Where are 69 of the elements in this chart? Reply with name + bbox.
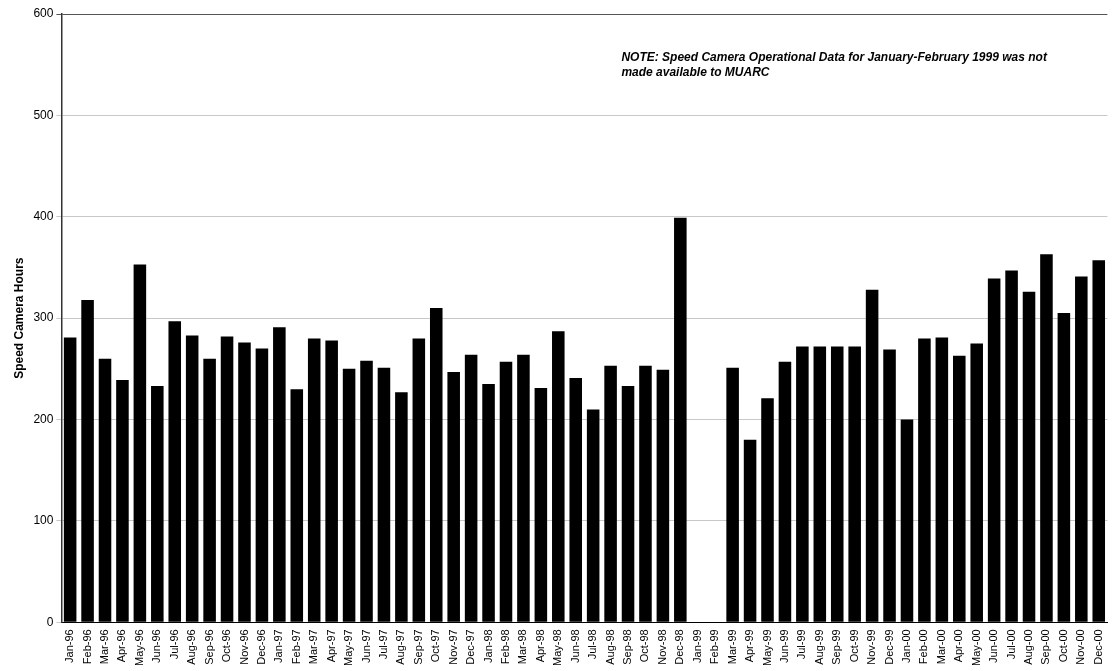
- x-tick-label: Mar-98: [516, 629, 529, 665]
- x-tick-label: Jun-96: [150, 629, 163, 663]
- x-tick-label: Apr-00: [952, 629, 965, 663]
- x-tick-label: Nov-98: [655, 629, 668, 665]
- x-tick-label: Jul-00: [1004, 629, 1017, 660]
- x-tick-label: Feb-97: [289, 629, 302, 665]
- x-tick-label: May-00: [969, 629, 982, 667]
- x-tick-label: Oct-97: [429, 629, 442, 663]
- x-tick-label: Oct-96: [220, 629, 233, 663]
- x-tick-label: Jun-99: [777, 629, 790, 663]
- y-tick-label: 200: [33, 411, 54, 426]
- x-tick-label: Sep-99: [830, 629, 843, 665]
- x-tick-label: Apr-98: [533, 629, 546, 663]
- x-tick-label: Aug-99: [812, 629, 825, 665]
- x-tick-label: Jul-98: [586, 629, 599, 660]
- x-tick-label: Aug-96: [185, 629, 198, 665]
- x-tick-label: Apr-96: [115, 629, 128, 663]
- x-tick-label: Feb-96: [80, 629, 93, 665]
- annotation: NOTE: Speed Camera Operational Data for January-February 1999 was not made available to MUARC: [621, 50, 1048, 80]
- x-tick-label: Nov-97: [446, 629, 459, 665]
- x-tick-label: Oct-00: [1056, 629, 1069, 663]
- y-tick-label: 100: [33, 513, 54, 528]
- x-tick-label: Feb-99: [708, 629, 721, 665]
- x-tick-label: Sep-00: [1039, 629, 1052, 665]
- x-tick-label: Sep-97: [411, 629, 424, 665]
- x-tick-label: Dec-99: [882, 629, 895, 665]
- x-tick-label: Dec-97: [464, 629, 477, 665]
- x-tick-label: Jan-97: [272, 629, 285, 663]
- x-tick-label: Dec-00: [1091, 629, 1104, 665]
- x-tick-label: Jun-97: [359, 629, 372, 663]
- x-tick-label: Oct-99: [847, 629, 860, 663]
- y-tick-label: 600: [33, 6, 54, 21]
- x-tick-label: Mar-97: [307, 629, 320, 665]
- x-tick-label: Sep-98: [621, 629, 634, 665]
- x-tick-label: Aug-00: [1022, 629, 1035, 665]
- y-tick-label: 0: [46, 614, 54, 629]
- x-tick-label: May-96: [132, 629, 145, 667]
- x-tick-label: Feb-00: [917, 629, 930, 665]
- x-tick-label: Mar-00: [934, 629, 947, 665]
- x-tick-label: Jan-99: [690, 629, 703, 663]
- x-tick-label: Apr-97: [324, 629, 337, 663]
- y-axis-title: Speed Camera Hours: [11, 257, 26, 379]
- x-tick-label: Jun-00: [987, 629, 1000, 663]
- x-tick-label: Aug-98: [603, 629, 616, 665]
- x-tick-label: Nov-99: [865, 629, 878, 665]
- x-tick-label: Nov-00: [1074, 629, 1087, 665]
- y-tick-label: 500: [33, 107, 54, 122]
- x-tick-label: Jul-96: [167, 629, 180, 660]
- x-tick-label: Mar-96: [98, 629, 111, 665]
- x-tick-label: Apr-99: [743, 629, 756, 663]
- x-tick-label: Oct-98: [638, 629, 651, 663]
- x-tick-label: Jul-99: [795, 629, 808, 660]
- x-tick-label: Nov-96: [237, 629, 250, 665]
- y-tick-label: 400: [33, 209, 54, 224]
- x-tick-label: Feb-98: [499, 629, 512, 665]
- x-tick-label: Jan-96: [63, 629, 76, 663]
- x-tick-label: Jan-98: [481, 629, 494, 663]
- x-tick-label: May-99: [760, 629, 773, 667]
- x-tick-label: Jul-97: [376, 629, 389, 660]
- y-tick-label: 300: [33, 310, 54, 325]
- x-tick-label: Sep-96: [202, 629, 215, 665]
- x-tick-label: Dec-98: [673, 629, 686, 665]
- x-tick-label: May-97: [342, 629, 355, 667]
- x-tick-label: Jun-98: [568, 629, 581, 663]
- x-tick-label: Jan-00: [900, 629, 913, 663]
- x-tick-label: May-98: [551, 629, 564, 667]
- x-tick-label: Mar-99: [725, 629, 738, 665]
- x-tick-label: Aug-97: [394, 629, 407, 665]
- x-tick-label: Dec-96: [254, 629, 267, 665]
